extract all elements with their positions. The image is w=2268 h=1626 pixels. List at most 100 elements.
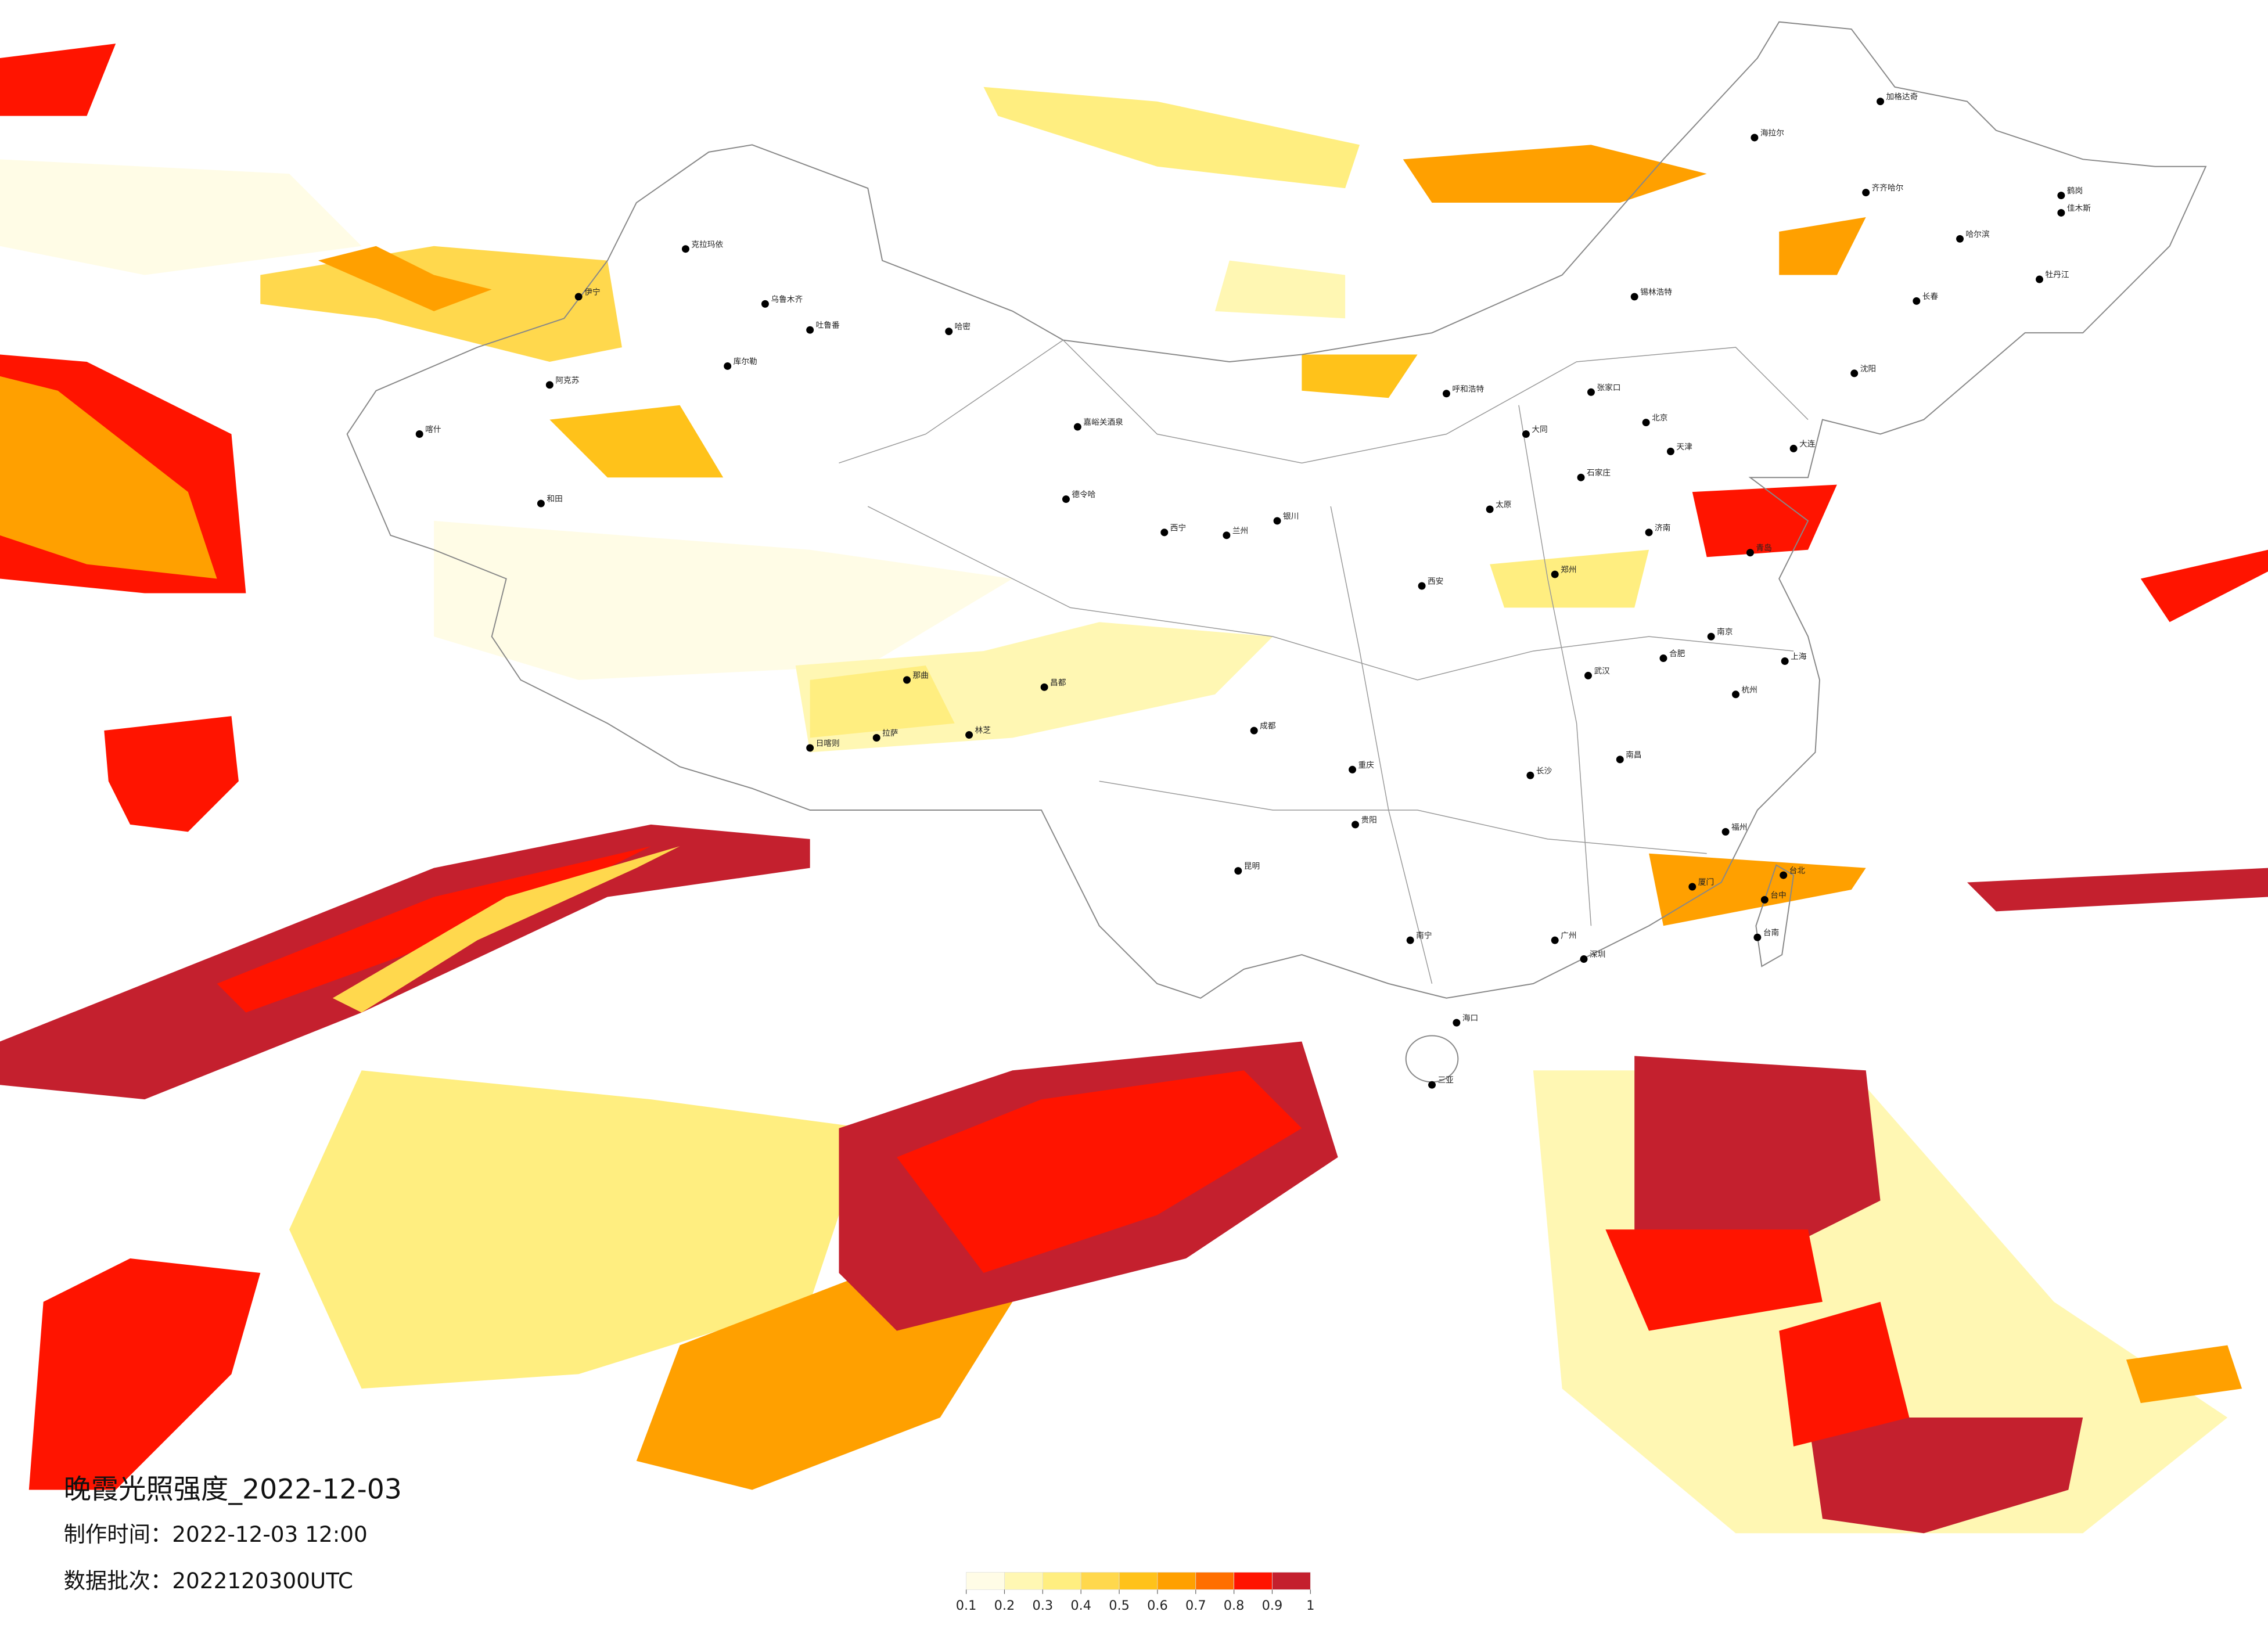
city-dot (1584, 671, 1592, 679)
intensity-area (2126, 1345, 2242, 1404)
intensity-area (289, 1070, 868, 1389)
intensity-area (1490, 549, 1649, 608)
city-label: 哈尔滨 (1965, 230, 1989, 239)
city-label: 上海 (1791, 652, 1807, 661)
city-dot (1250, 726, 1258, 735)
colorbar-swatch (1119, 1572, 1158, 1590)
city-label: 南昌 (1626, 750, 1641, 760)
city-dot (545, 381, 553, 389)
city-dot (945, 328, 953, 336)
city-label: 那曲 (912, 671, 928, 680)
intensity-area (104, 716, 239, 832)
city-dot (1522, 430, 1530, 438)
intensity-area (434, 520, 1013, 680)
city-dot (1040, 683, 1048, 691)
colorbar-tick-label: 0.5 (1109, 1598, 1130, 1613)
city-dot (1913, 297, 1921, 305)
city-label: 加格达奇 (1886, 92, 1918, 102)
city-dot (1062, 495, 1070, 503)
intensity-area (332, 846, 680, 1013)
city-dot (1666, 447, 1674, 455)
city-dot (1223, 531, 1231, 539)
city-label: 台南 (1763, 929, 1779, 938)
intensity-area (636, 1272, 1013, 1490)
city-dot (1551, 936, 1559, 944)
intensity-area (1403, 145, 1707, 203)
city-dot (1707, 632, 1715, 641)
city-label: 哈密 (955, 322, 971, 332)
intensity-area (1634, 1056, 1881, 1273)
intensity-area (1967, 868, 2268, 912)
city-label: 大同 (1532, 425, 1547, 434)
city-dot (1349, 765, 1357, 774)
city-label: 沈阳 (1860, 364, 1876, 373)
city-label: 三亚 (1437, 1076, 1454, 1085)
city-dot (872, 734, 880, 742)
colorbar-swatch (966, 1572, 1005, 1590)
city-label: 长春 (1922, 292, 1939, 301)
city-label: 南京 (1717, 628, 1733, 637)
city-dot (1486, 505, 1494, 513)
colorbar-tick-label: 1 (1306, 1598, 1314, 1613)
province-border (1330, 506, 1433, 984)
city-label: 郑州 (1561, 566, 1576, 575)
colorbar-tick-label: 0.8 (1224, 1598, 1245, 1613)
city-label: 北京 (1652, 413, 1667, 423)
city-dot (903, 676, 911, 684)
city-dot (1751, 134, 1759, 142)
intensity-area (1808, 1418, 2083, 1534)
city-dot (806, 744, 814, 752)
city-label: 深圳 (1590, 950, 1605, 959)
city-label: 南宁 (1416, 931, 1432, 941)
city-dot (1850, 369, 1859, 377)
city-label: 张家口 (1597, 383, 1620, 393)
city-dot (1160, 528, 1169, 537)
colorbar-tick-label: 0.9 (1262, 1598, 1283, 1613)
city-label: 青岛 (1756, 544, 1771, 553)
colorbar-swatch (1004, 1572, 1043, 1590)
intensity-field (0, 44, 2268, 1534)
city-label: 鹤岗 (2067, 186, 2083, 196)
intensity-area (28, 1258, 261, 1490)
colorbar-tick-label: 0.7 (1185, 1598, 1206, 1613)
intensity-area (2140, 549, 2268, 623)
city-dot (1732, 690, 1739, 699)
province-border (1518, 405, 1592, 926)
city-label: 吐鲁番 (816, 321, 840, 330)
intensity-area (1214, 260, 1346, 319)
city-label: 海口 (1462, 1014, 1478, 1023)
city-label: 杭州 (1741, 685, 1757, 695)
city-label: 佳木斯 (2067, 204, 2091, 213)
produced-time: 制作时间：2022-12-03 12:00 (64, 1521, 368, 1547)
hainan-outline (1405, 1035, 1459, 1083)
city-dot (1642, 419, 1650, 427)
city-dot (1442, 390, 1450, 398)
city-dot (1746, 549, 1754, 557)
intensity-area (549, 405, 724, 478)
city-dot (1877, 98, 1885, 106)
data-batch: 数据批次：2022120300UTC (64, 1568, 353, 1593)
intensity-area (1605, 1229, 1823, 1331)
intensity-area (318, 246, 492, 311)
city-label: 嘉峪关酒泉 (1083, 418, 1123, 427)
city-dot (1453, 1019, 1461, 1027)
city-label: 福州 (1731, 823, 1747, 832)
city-dot (2036, 275, 2043, 283)
city-label: 贵阳 (1361, 815, 1376, 825)
city-dot (2057, 192, 2065, 200)
city-label: 拉萨 (882, 729, 898, 738)
city-dot (1551, 570, 1559, 578)
city-label: 兰州 (1232, 526, 1248, 535)
province-border (867, 506, 1794, 681)
city-dot (806, 326, 814, 334)
intensity-area (983, 87, 1360, 189)
city-dot (537, 499, 545, 508)
city-label: 厦门 (1698, 878, 1714, 887)
city-dot (1273, 517, 1281, 525)
intensity-area (1692, 484, 1837, 557)
city-dot (1587, 388, 1595, 396)
city-label: 昌都 (1050, 678, 1066, 688)
city-label: 重庆 (1358, 761, 1375, 770)
intensity-area (1779, 1301, 1910, 1447)
